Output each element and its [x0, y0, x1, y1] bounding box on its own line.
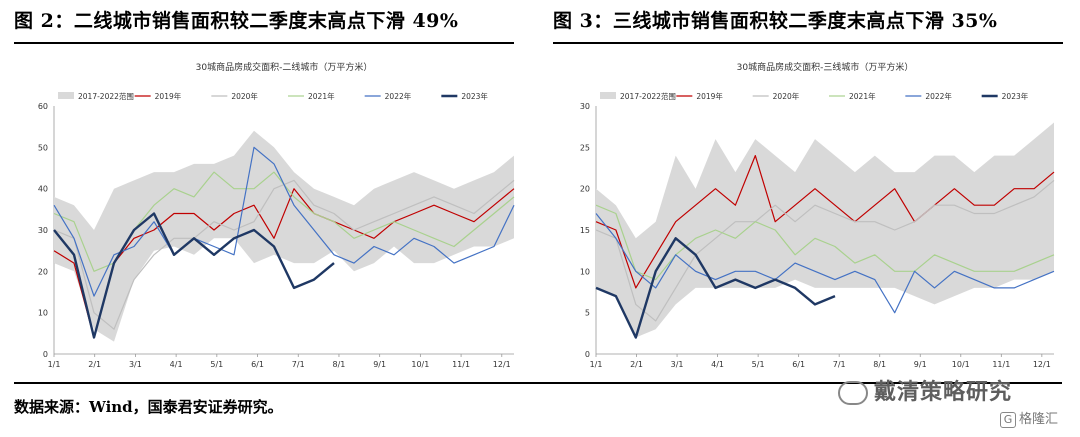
legend-swatch-range	[600, 92, 616, 99]
series-line-2023年	[53, 212, 335, 339]
legend-label: 2023年	[461, 91, 488, 101]
legend-label: 2023年	[1002, 91, 1029, 101]
tier3-chart-svg: 30城商品房成交面积-三线城市（万平方米）2017-2022范围 2019年 202…	[580, 61, 1055, 369]
x-tick-label: 2/1	[88, 360, 101, 369]
y-tick-label: 0	[585, 350, 590, 359]
y-tick-label: 30	[580, 102, 590, 111]
legend-label: 2021年	[308, 91, 335, 101]
legend-label: 2017-2022范围	[78, 91, 134, 101]
x-tick-label: 5/1	[752, 360, 765, 369]
y-tick-label: 40	[38, 185, 48, 194]
figure-2-title: 图 2：二线城市销售面积较二季度末高点下滑 49%	[14, 10, 459, 32]
x-tick-label: 11/1	[992, 360, 1010, 369]
legend-label: 2019年	[696, 91, 723, 101]
tier2-chart-svg: 30城商品房成交面积-二线城市（万平方米）2017-2022范围 2019年 202…	[38, 61, 515, 369]
series-line-2020年	[595, 179, 1055, 322]
x-tick-label: 6/1	[251, 360, 264, 369]
x-tick-label: 9/1	[373, 360, 386, 369]
series-line-2023年	[595, 237, 836, 339]
wechat-icon	[838, 381, 868, 405]
x-tick-label: 12/1	[1033, 360, 1051, 369]
x-tick-label: 10/1	[411, 360, 429, 369]
x-tick-label: 4/1	[170, 360, 183, 369]
watermark: 戴清策略研究	[838, 374, 1012, 406]
y-tick-label: 5	[585, 309, 590, 318]
source-note: 数据来源：Wind，国泰君安证券研究。	[14, 398, 283, 416]
x-tick-label: 11/1	[452, 360, 470, 369]
series-line-2021年	[595, 204, 1055, 281]
x-tick-label: 10/1	[952, 360, 970, 369]
y-tick-label: 15	[580, 226, 590, 235]
y-tick-label: 20	[38, 267, 48, 276]
x-tick-label: 7/1	[292, 360, 305, 369]
x-tick-label: 7/1	[833, 360, 846, 369]
series-line-2019年	[53, 188, 515, 339]
series-line-2019年	[595, 155, 1055, 289]
x-tick-label: 9/1	[914, 360, 927, 369]
chart-panel-tier3: 30城商品房成交面积-三线城市（万平方米） 2017-2022范围 2019年 202…	[560, 48, 1062, 378]
x-tick-label: 6/1	[792, 360, 805, 369]
chart-title-2: 30城商品房成交面积-三线城市（万平方米）	[737, 61, 914, 73]
legend-label: 2021年	[849, 91, 876, 101]
x-tick-label: 2/1	[630, 360, 643, 369]
y-tick-label: 0	[43, 350, 48, 359]
x-tick-label: 4/1	[711, 360, 724, 369]
title-rule-left	[14, 42, 514, 44]
platform-badge: G 格隆汇	[1000, 408, 1058, 428]
legend-label: 2022年	[385, 91, 412, 101]
y-tick-label: 10	[580, 267, 590, 276]
y-tick-label: 60	[38, 102, 48, 111]
series-range-band	[54, 130, 514, 342]
figure-3-title: 图 3：三线城市销售面积较二季度末高点下滑 35%	[553, 10, 998, 32]
y-tick-label: 30	[38, 226, 48, 235]
x-tick-label: 1/1	[590, 360, 603, 369]
watermark-text: 戴清策略研究	[874, 380, 1013, 405]
series-line-2022年	[595, 213, 1055, 314]
y-tick-label: 10	[38, 309, 48, 318]
x-tick-label: 8/1	[333, 360, 346, 369]
legend-label: 2019年	[155, 91, 182, 101]
x-tick-label: 12/1	[493, 360, 511, 369]
x-tick-label: 5/1	[210, 360, 223, 369]
chart-panel-tier2: 30城商品房成交面积-二线城市（万平方米） 2017-2022范围 2019年 202…	[18, 48, 522, 378]
chart-title-1: 30城商品房成交面积-二线城市（万平方米）	[196, 61, 373, 73]
badge-logo-icon: G	[1000, 411, 1016, 428]
series-line-2022年	[53, 146, 515, 297]
legend-label: 2020年	[773, 91, 800, 101]
legend-label: 2017-2022范围	[620, 91, 676, 101]
x-tick-label: 1/1	[48, 360, 61, 369]
legend-swatch-range	[58, 92, 74, 99]
x-tick-label: 3/1	[129, 360, 142, 369]
y-tick-label: 25	[580, 143, 590, 152]
x-tick-label: 8/1	[873, 360, 886, 369]
legend-label: 2020年	[231, 91, 258, 101]
x-tick-label: 3/1	[671, 360, 684, 369]
title-rule-right	[553, 42, 1063, 44]
y-tick-label: 50	[38, 143, 48, 152]
badge-text: 格隆汇	[1019, 412, 1059, 427]
legend-label: 2022年	[925, 91, 952, 101]
source-rule	[14, 382, 1062, 384]
y-tick-label: 20	[580, 185, 590, 194]
